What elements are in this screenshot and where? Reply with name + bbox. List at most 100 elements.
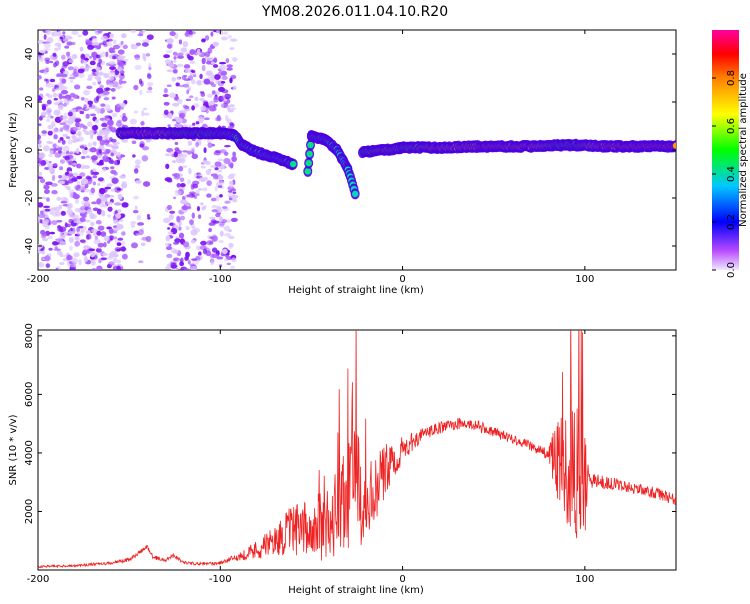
noise-blob — [138, 260, 144, 264]
noise-blob — [108, 71, 116, 76]
noise-blob — [60, 73, 68, 78]
noise-blob — [192, 74, 197, 78]
noise-blob — [217, 185, 223, 188]
spectrogram-x-label: Height of straight line (km) — [288, 285, 424, 296]
noise-blob — [85, 230, 91, 235]
snr-line — [38, 330, 676, 569]
noise-blob — [164, 59, 172, 65]
ridge-core — [304, 168, 311, 175]
noise-blob — [182, 83, 190, 88]
noise-blob — [104, 186, 112, 190]
noise-blob — [61, 139, 66, 145]
noise-blob — [100, 210, 106, 217]
noise-blob — [76, 175, 83, 180]
noise-blob — [95, 220, 102, 225]
noise-blob — [92, 171, 100, 176]
noise-blob — [112, 55, 116, 60]
noise-blob — [45, 107, 52, 113]
noise-blob — [174, 190, 182, 196]
noise-blob — [173, 59, 177, 63]
noise-blob — [204, 51, 211, 58]
noise-blob — [81, 148, 88, 155]
noise-blob — [102, 40, 107, 46]
noise-blob — [224, 200, 231, 204]
noise-blob — [75, 106, 83, 112]
noise-blob — [84, 97, 89, 103]
noise-blob — [41, 219, 50, 224]
noise-blob — [201, 38, 206, 43]
noise-blob — [133, 84, 139, 91]
noise-blob — [61, 54, 66, 60]
ridge-core — [305, 159, 312, 167]
noise-blob — [221, 75, 228, 80]
noise-blob — [229, 77, 233, 84]
noise-blob — [212, 64, 219, 68]
noise-blob — [180, 47, 188, 53]
noise-blob — [200, 165, 206, 169]
noise-blob — [166, 44, 172, 49]
noise-blob — [209, 57, 213, 62]
noise-blob — [108, 261, 115, 266]
noise-blob — [114, 106, 121, 113]
noise-blob — [141, 42, 149, 47]
noise-blob — [79, 46, 84, 52]
noise-blob — [184, 67, 191, 74]
noise-blob — [212, 41, 219, 47]
noise-blob — [68, 116, 76, 123]
noise-blob — [178, 39, 183, 45]
noise-blob — [38, 171, 43, 176]
noise-blob — [179, 257, 184, 264]
noise-blob — [146, 214, 150, 218]
noise-blob — [58, 175, 62, 179]
noise-blob — [60, 254, 67, 258]
snr-x-tick-label: 100 — [575, 574, 594, 585]
noise-blob — [121, 181, 127, 186]
noise-blob — [60, 89, 69, 95]
noise-blob — [83, 196, 90, 202]
noise-blob — [198, 188, 203, 191]
noise-blob — [87, 77, 92, 81]
noise-blob — [89, 147, 97, 153]
noise-blob — [181, 205, 189, 211]
noise-blob — [227, 228, 233, 233]
noise-blob — [220, 80, 226, 84]
noise-blob — [99, 139, 105, 146]
noise-blob — [73, 94, 79, 99]
noise-blob — [83, 256, 88, 263]
noise-blob — [53, 248, 61, 251]
noise-blob — [77, 127, 82, 131]
noise-blob — [92, 141, 97, 146]
noise-blob — [108, 75, 115, 81]
noise-blob — [47, 163, 54, 168]
noise-blob — [214, 186, 218, 192]
noise-blob — [191, 153, 199, 160]
noise-blob — [80, 190, 85, 193]
noise-blob — [176, 183, 181, 188]
noise-blob — [172, 51, 178, 56]
noise-blob — [38, 75, 42, 80]
noise-blob — [211, 253, 219, 258]
noise-blob — [73, 118, 82, 123]
noise-blob — [198, 251, 202, 256]
noise-blob — [91, 41, 99, 47]
noise-blob — [209, 216, 216, 220]
noise-blob — [42, 145, 50, 152]
noise-blob — [53, 102, 58, 106]
noise-blob — [227, 190, 233, 193]
colorbar-tick-label: 0.4 — [726, 166, 737, 182]
noise-blob — [45, 93, 50, 97]
noise-blob — [180, 215, 185, 221]
noise-blob — [211, 235, 218, 242]
noise-blob — [205, 109, 209, 114]
noise-blob — [147, 86, 153, 91]
noise-blob — [96, 132, 104, 137]
noise-blob — [38, 139, 42, 145]
noise-blob — [44, 78, 48, 82]
noise-blob — [221, 36, 228, 41]
noise-blob — [91, 68, 97, 72]
noise-blob — [175, 116, 183, 123]
noise-blob — [69, 79, 74, 83]
noise-blob — [59, 159, 66, 164]
ridge-core — [290, 160, 297, 168]
noise-blob — [98, 258, 102, 264]
